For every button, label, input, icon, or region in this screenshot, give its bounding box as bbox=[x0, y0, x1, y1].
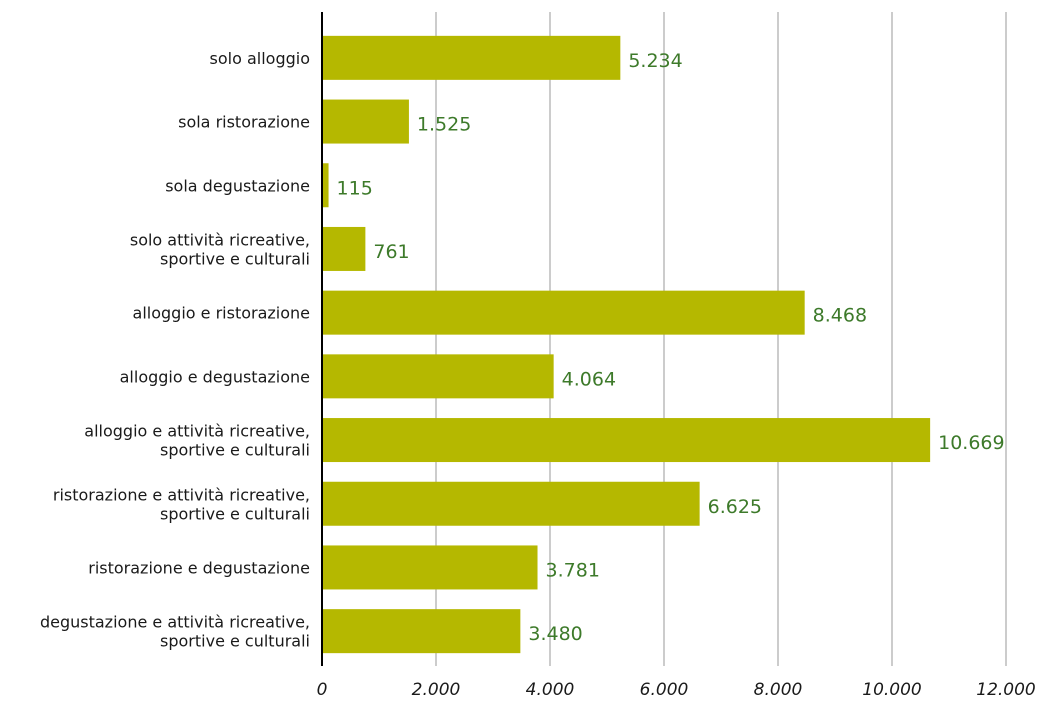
value-label: 4.064 bbox=[562, 368, 616, 390]
category-label: alloggio e degustazione bbox=[120, 367, 310, 386]
x-tick-label: 10.000 bbox=[862, 680, 921, 700]
category-label: degustazione e attività ricreative, bbox=[40, 613, 310, 632]
bar bbox=[322, 418, 931, 463]
value-labels: 5.234 1.525 115 761 8.468 4.064 10.669 6.625 3.7… bbox=[337, 50, 1005, 645]
x-tick-label: 6.000 bbox=[640, 680, 689, 700]
bar bbox=[322, 226, 366, 271]
value-label: 1.525 bbox=[417, 114, 471, 136]
category-label: sportive e culturali bbox=[160, 441, 310, 460]
bar bbox=[322, 290, 805, 335]
category-label: sola ristorazione bbox=[178, 113, 310, 132]
bar bbox=[322, 99, 409, 144]
bars bbox=[322, 35, 931, 654]
x-tick-label: 0 bbox=[317, 680, 328, 700]
category-label: sportive e culturali bbox=[160, 504, 310, 523]
bar bbox=[322, 354, 554, 399]
category-label: sola degustazione bbox=[165, 176, 310, 195]
category-label: ristorazione e attività ricreative, bbox=[53, 485, 310, 504]
category-label: sportive e culturali bbox=[160, 249, 310, 268]
bar bbox=[322, 163, 329, 208]
value-label: 8.468 bbox=[813, 305, 867, 327]
category-label: sportive e culturali bbox=[160, 632, 310, 651]
x-tick-label: 2.000 bbox=[412, 680, 461, 700]
value-label: 761 bbox=[373, 241, 409, 263]
category-label: ristorazione e degustazione bbox=[88, 558, 310, 577]
bar bbox=[322, 35, 621, 80]
value-label: 3.781 bbox=[546, 559, 600, 581]
bar bbox=[322, 481, 700, 526]
value-label: 6.625 bbox=[708, 496, 762, 518]
value-label: 115 bbox=[337, 177, 373, 199]
category-labels: solo alloggio sola ristorazione sola degus… bbox=[40, 49, 310, 651]
x-tick-label: 12.000 bbox=[976, 680, 1035, 700]
x-tick-label: 8.000 bbox=[754, 680, 803, 700]
category-label: solo attività ricreative, bbox=[130, 230, 310, 249]
value-label: 10.669 bbox=[938, 432, 1004, 454]
x-axis-tick-labels: 0 2.000 4.000 6.000 8.000 10.000 12.000 bbox=[317, 680, 1036, 700]
category-label: alloggio e attività ricreative, bbox=[84, 422, 310, 441]
bar bbox=[322, 545, 538, 590]
bar bbox=[322, 609, 521, 654]
value-label: 5.234 bbox=[628, 50, 682, 72]
category-label: solo alloggio bbox=[210, 49, 310, 68]
x-tick-label: 4.000 bbox=[526, 680, 575, 700]
value-label: 3.480 bbox=[528, 623, 582, 645]
category-label: alloggio e ristorazione bbox=[133, 304, 310, 323]
